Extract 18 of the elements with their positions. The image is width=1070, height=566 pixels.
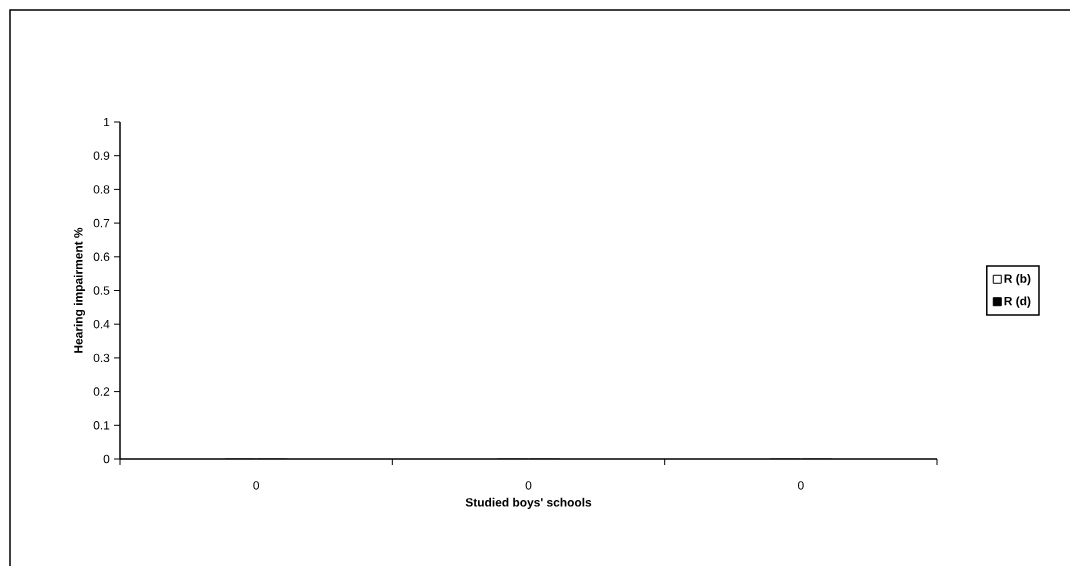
- x-tick-label: 0: [525, 481, 532, 490]
- x-axis-title: Studied boys' schools: [465, 497, 592, 509]
- y-tick-label: 0.5: [93, 286, 110, 295]
- y-tick-label: 0.6: [93, 252, 110, 262]
- y-tick-label: 0.3: [93, 353, 110, 363]
- y-tick-label: 0.4: [93, 319, 110, 329]
- y-tick-label: 0: [103, 454, 110, 464]
- y-tick-label: 1: [104, 117, 110, 127]
- legend-label: R (d): [1004, 296, 1031, 308]
- x-tick-label: 0: [797, 481, 804, 490]
- y-tick-label: 0.9: [93, 151, 110, 160]
- x-tick-label: 0: [253, 481, 260, 490]
- y-tick-label: 0.8: [93, 185, 110, 194]
- y-axis-title: Hearing impairment %: [73, 227, 86, 353]
- y-tick-label: 0.7: [93, 218, 110, 228]
- y-tick-label: 0.1: [93, 421, 110, 430]
- y-tick-label: 0.2: [93, 387, 110, 396]
- legend-label: R (b): [1004, 274, 1031, 286]
